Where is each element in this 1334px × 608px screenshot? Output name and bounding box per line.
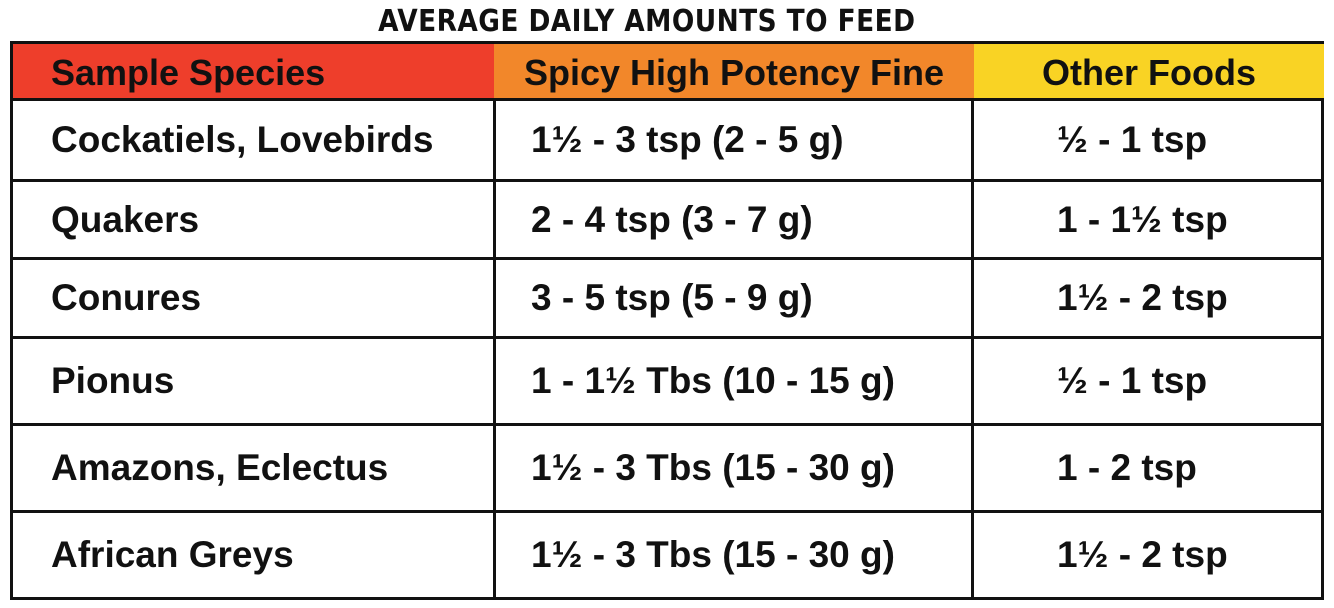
page-title: AVERAGE DAILY AMOUNTS TO FEED <box>378 4 916 39</box>
table-row: African Greys 1½ - 3 Tbs (15 - 30 g) 1½ … <box>13 510 1321 597</box>
table-row: Pionus 1 - 1½ Tbs (10 - 15 g) ½ - 1 tsp <box>13 336 1321 423</box>
other-foods-cell: 1 - 1½ tsp <box>1057 198 1228 240</box>
feeding-table: Sample Species Spicy High Potency Fine O… <box>10 41 1324 600</box>
other-foods-cell: 1 - 2 tsp <box>1057 447 1197 488</box>
species-cell: African Greys <box>51 534 294 575</box>
spicy-amount-cell: 1½ - 3 Tbs (15 - 30 g) <box>531 447 895 488</box>
table-row: Conures 3 - 5 tsp (5 - 9 g) 1½ - 2 tsp <box>13 257 1321 336</box>
header-sample-species: Sample Species <box>13 44 494 98</box>
spicy-amount-cell: 1½ - 3 Tbs (15 - 30 g) <box>531 534 895 575</box>
table-row: Quakers 2 - 4 tsp (3 - 7 g) 1 - 1½ tsp <box>13 179 1321 257</box>
other-foods-cell: 1½ - 2 tsp <box>1057 534 1228 575</box>
spicy-amount-cell: 2 - 4 tsp (3 - 7 g) <box>531 198 813 240</box>
spicy-amount-cell: 1½ - 3 tsp (2 - 5 g) <box>531 119 844 160</box>
other-foods-cell: ½ - 1 tsp <box>1057 360 1208 401</box>
spicy-amount-cell: 1 - 1½ Tbs (10 - 15 g) <box>531 360 895 401</box>
header-spicy-high-potency-fine: Spicy High Potency Fine <box>494 44 974 98</box>
header-other-foods: Other Foods <box>974 44 1324 98</box>
species-cell: Amazons, Eclectus <box>51 447 389 488</box>
species-cell: Pionus <box>51 360 175 401</box>
other-foods-cell: ½ - 1 tsp <box>1057 119 1208 160</box>
species-cell: Cockatiels, Lovebirds <box>51 119 434 160</box>
species-cell: Conures <box>51 277 202 318</box>
table-row: Amazons, Eclectus 1½ - 3 Tbs (15 - 30 g)… <box>13 423 1321 510</box>
table-row: Cockatiels, Lovebirds 1½ - 3 tsp (2 - 5 … <box>13 98 1321 179</box>
other-foods-cell: 1½ - 2 tsp <box>1057 277 1228 318</box>
spicy-amount-cell: 3 - 5 tsp (5 - 9 g) <box>531 277 813 318</box>
species-cell: Quakers <box>51 198 200 240</box>
